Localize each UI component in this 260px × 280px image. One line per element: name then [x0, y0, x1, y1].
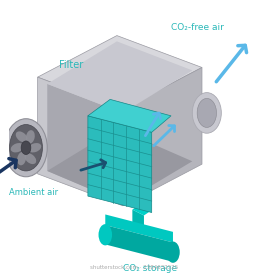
Ellipse shape	[21, 141, 31, 155]
Polygon shape	[88, 99, 171, 132]
Polygon shape	[88, 116, 152, 213]
Polygon shape	[105, 225, 173, 262]
Polygon shape	[38, 77, 123, 206]
Ellipse shape	[192, 93, 221, 133]
Text: CO₂-free air: CO₂-free air	[171, 23, 224, 32]
Polygon shape	[132, 210, 144, 229]
Ellipse shape	[197, 99, 217, 127]
Ellipse shape	[17, 152, 26, 165]
Polygon shape	[105, 214, 173, 242]
Polygon shape	[132, 206, 150, 215]
Text: CO₂ storage: CO₂ storage	[123, 264, 177, 273]
Text: Ambient air: Ambient air	[9, 188, 58, 197]
Polygon shape	[47, 84, 123, 203]
Polygon shape	[123, 67, 202, 206]
Ellipse shape	[166, 242, 180, 263]
Ellipse shape	[10, 125, 42, 171]
Ellipse shape	[24, 153, 36, 164]
Ellipse shape	[16, 131, 28, 142]
Ellipse shape	[11, 143, 24, 152]
Text: Filter: Filter	[59, 60, 83, 70]
Polygon shape	[47, 41, 192, 113]
Ellipse shape	[26, 130, 35, 144]
Ellipse shape	[28, 143, 41, 152]
Text: shutterstock.com · 2384632525: shutterstock.com · 2384632525	[90, 265, 178, 270]
Ellipse shape	[5, 119, 47, 177]
Polygon shape	[38, 36, 202, 109]
Ellipse shape	[99, 224, 112, 245]
Polygon shape	[47, 129, 192, 203]
